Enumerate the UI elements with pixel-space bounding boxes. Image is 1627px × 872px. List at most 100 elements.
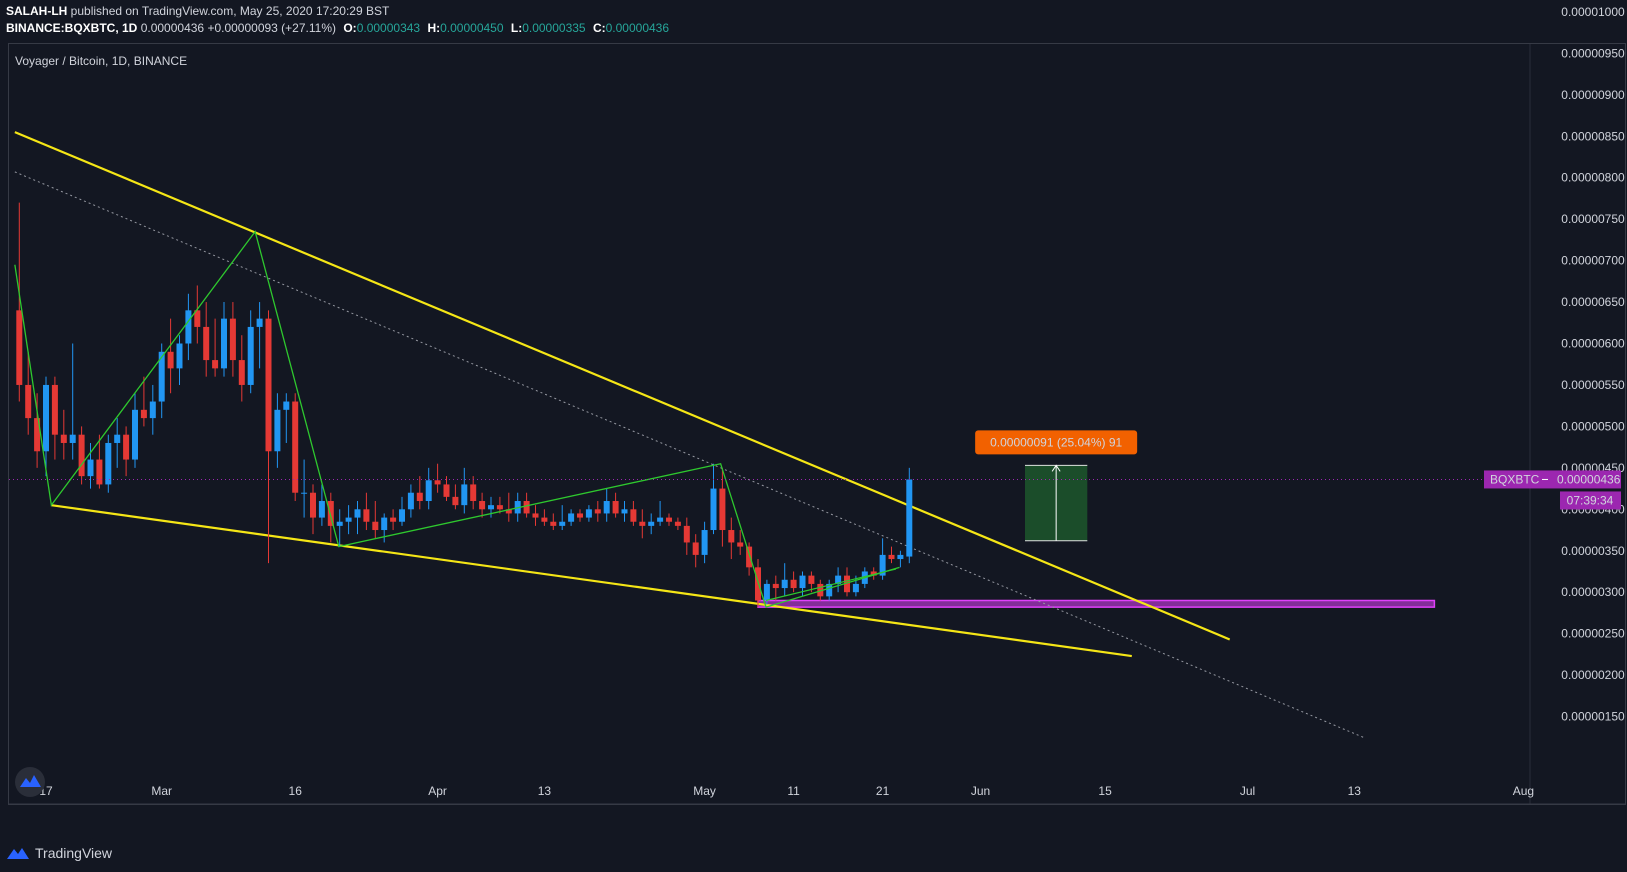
- time-axis[interactable]: 17 Mar 16 Apr 13 May 11 21 Jun 15 Jul 13 Aug: [39, 784, 1534, 798]
- candle-body[interactable]: [505, 509, 512, 514]
- candle-body[interactable]: [870, 571, 877, 576]
- candle-body[interactable]: [728, 530, 735, 543]
- candle-body[interactable]: [790, 579, 797, 589]
- candle-body[interactable]: [194, 310, 201, 327]
- candle-body[interactable]: [577, 513, 583, 518]
- candle-body[interactable]: [34, 418, 41, 452]
- candle-body[interactable]: [123, 434, 130, 460]
- candle-body[interactable]: [301, 492, 308, 494]
- candle-body[interactable]: [594, 509, 601, 514]
- candle-body[interactable]: [701, 530, 708, 555]
- price-axis[interactable]: 0.00001000 0.00000950 0.00000900 0.00000850…: [1561, 5, 1625, 724]
- plot-area[interactable]: 0.00000091 (25.04%) 91: [9, 131, 1530, 738]
- candle-body[interactable]: [203, 326, 210, 361]
- candle-body[interactable]: [879, 554, 886, 576]
- candle-body[interactable]: [372, 521, 379, 531]
- mid-dotted-trendline[interactable]: [14, 171, 1364, 738]
- candle-body[interactable]: [710, 488, 717, 531]
- candle-body[interactable]: [461, 484, 468, 506]
- candle-body[interactable]: [43, 384, 49, 452]
- candle-body[interactable]: [51, 384, 58, 435]
- candle-body[interactable]: [363, 509, 370, 522]
- candle-body[interactable]: [496, 505, 503, 510]
- upper-wedge-trendline[interactable]: [14, 131, 1231, 641]
- candle-body[interactable]: [354, 509, 361, 518]
- candle-body[interactable]: [488, 505, 494, 510]
- candle-body[interactable]: [292, 401, 299, 493]
- candle-body[interactable]: [817, 583, 824, 597]
- candle-body[interactable]: [452, 496, 459, 506]
- candle-body[interactable]: [719, 488, 726, 531]
- candle-body[interactable]: [25, 384, 32, 419]
- candle-body[interactable]: [407, 492, 414, 510]
- candle-body[interactable]: [603, 501, 610, 514]
- candle-body[interactable]: [772, 583, 779, 589]
- candle-body[interactable]: [852, 583, 859, 593]
- candle-body[interactable]: [149, 401, 156, 419]
- candle-body[interactable]: [158, 351, 165, 402]
- support-zone[interactable]: [757, 599, 1436, 608]
- candle-body[interactable]: [265, 318, 272, 452]
- candle-body[interactable]: [140, 409, 147, 419]
- candle-body[interactable]: [416, 492, 423, 502]
- candle-body[interactable]: [238, 360, 245, 385]
- candle-body[interactable]: [60, 434, 67, 443]
- candle-body[interactable]: [247, 326, 254, 385]
- candle-body[interactable]: [167, 351, 174, 369]
- candle-body[interactable]: [648, 521, 655, 526]
- tradingview-logo-button[interactable]: [15, 767, 45, 797]
- candle-body[interactable]: [906, 479, 913, 557]
- candle-body[interactable]: [443, 484, 450, 497]
- candle-body[interactable]: [559, 521, 566, 526]
- candle-body[interactable]: [835, 575, 842, 584]
- candle-body[interactable]: [69, 434, 76, 443]
- candle-body[interactable]: [283, 401, 290, 410]
- candle-body[interactable]: [621, 509, 628, 514]
- candle-body[interactable]: [425, 480, 432, 502]
- candle-body[interactable]: [585, 509, 592, 518]
- candle-body[interactable]: [96, 459, 103, 485]
- candle-body[interactable]: [692, 542, 699, 555]
- candle-body[interactable]: [826, 583, 833, 597]
- candle-body[interactable]: [737, 542, 744, 547]
- candle-body[interactable]: [888, 554, 895, 560]
- candle-body[interactable]: [808, 575, 815, 584]
- candle-body[interactable]: [479, 501, 486, 510]
- candle-body[interactable]: [666, 517, 672, 522]
- lower-wedge-trendline[interactable]: [51, 504, 1132, 658]
- candle-body[interactable]: [390, 517, 397, 522]
- candle-body[interactable]: [434, 480, 441, 485]
- candle-body[interactable]: [381, 517, 388, 531]
- candle-body[interactable]: [310, 492, 316, 518]
- candle-body[interactable]: [114, 434, 121, 443]
- candle-body[interactable]: [256, 318, 263, 327]
- candle-body[interactable]: [274, 409, 281, 452]
- candle-body[interactable]: [781, 579, 788, 589]
- candle-body[interactable]: [87, 459, 94, 477]
- current-price-tag[interactable]: [1484, 470, 1621, 489]
- author-name[interactable]: SALAH-LH: [6, 4, 68, 18]
- candle-body[interactable]: [568, 513, 575, 522]
- candle-body[interactable]: [844, 575, 850, 593]
- candle-body[interactable]: [746, 546, 753, 568]
- candle-body[interactable]: [657, 517, 664, 522]
- candle-body[interactable]: [16, 310, 23, 385]
- candle-body[interactable]: [78, 434, 85, 477]
- rising-channel-line[interactable]: [765, 568, 897, 602]
- candle-body[interactable]: [763, 583, 770, 601]
- candle-body[interactable]: [532, 513, 539, 518]
- candle-body[interactable]: [229, 318, 236, 361]
- zigzag-pattern[interactable]: [14, 230, 900, 608]
- candle-body[interactable]: [132, 409, 138, 460]
- footer-branding[interactable]: TradingView: [6, 845, 112, 861]
- candle-body[interactable]: [470, 484, 477, 502]
- candle-body[interactable]: [630, 509, 637, 522]
- candle-body[interactable]: [221, 318, 227, 369]
- candle-body[interactable]: [612, 501, 619, 514]
- candle-body[interactable]: [674, 521, 681, 526]
- candle-body[interactable]: [639, 521, 646, 526]
- candle-body[interactable]: [897, 554, 904, 560]
- candle-body[interactable]: [318, 501, 325, 518]
- candle-body[interactable]: [550, 521, 557, 526]
- candle-body[interactable]: [327, 501, 334, 526]
